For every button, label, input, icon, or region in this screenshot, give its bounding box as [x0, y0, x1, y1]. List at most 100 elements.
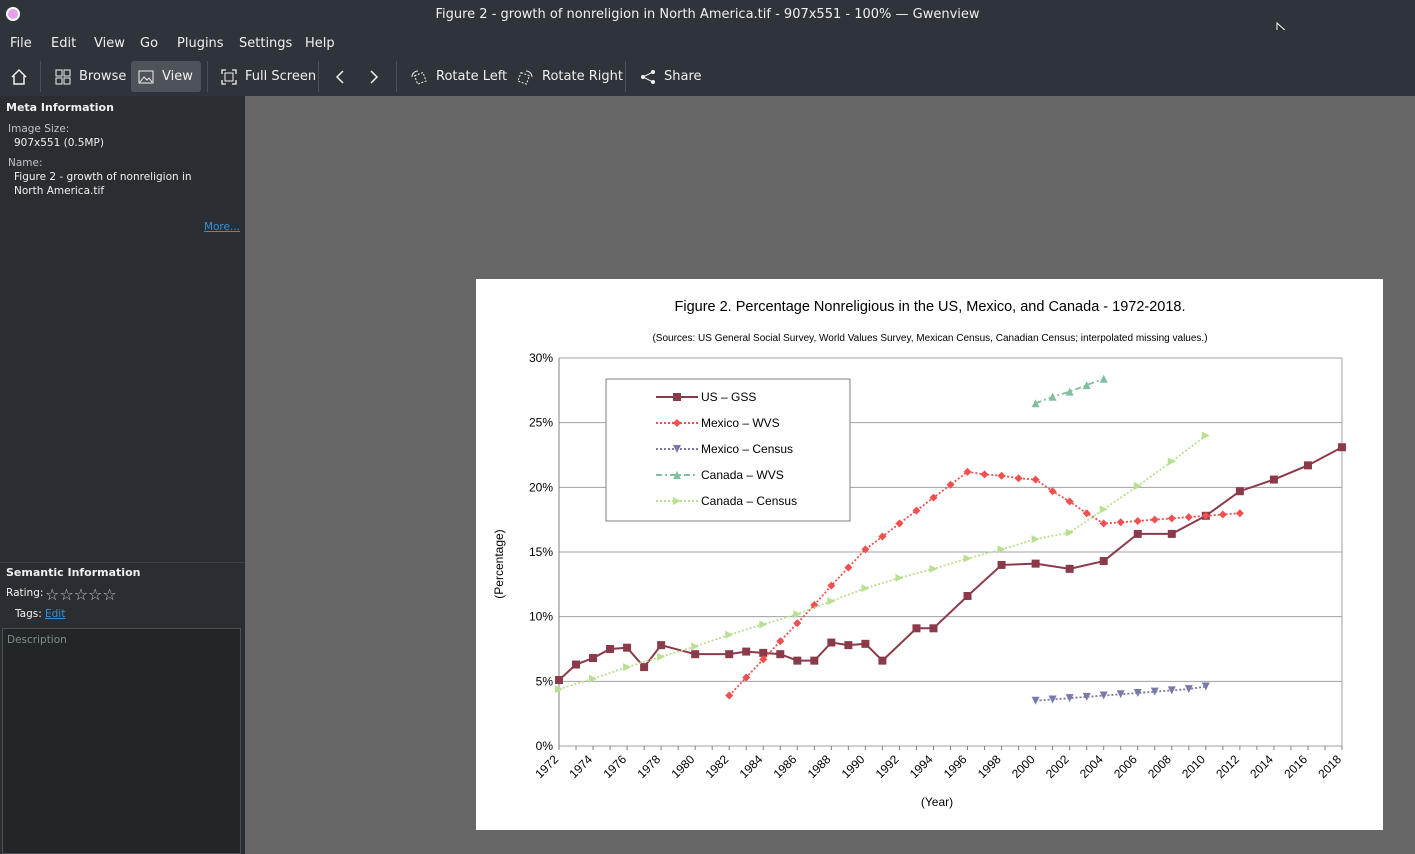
data-point [1133, 688, 1142, 697]
data-point [1065, 497, 1074, 506]
series-1 [725, 467, 1244, 700]
x-axis-label: (Year) [921, 795, 953, 809]
data-point [878, 656, 887, 665]
rotate-left-icon [411, 70, 427, 85]
data-point [1269, 475, 1278, 484]
x-tick-label: 2012 [1213, 752, 1242, 781]
star-icon[interactable]: ☆ [102, 585, 117, 604]
x-tick-label: 1990 [839, 752, 868, 781]
full-screen-button[interactable]: Full Screen [214, 61, 323, 92]
data-point [1338, 443, 1346, 452]
menu-plugins[interactable]: Plugins [177, 36, 224, 51]
data-point [912, 506, 921, 515]
data-point [1099, 374, 1108, 383]
data-point [844, 641, 853, 650]
more-link[interactable]: More... [203, 221, 240, 233]
data-point [1082, 692, 1091, 701]
share-label: Share [664, 69, 702, 84]
data-point [742, 647, 751, 656]
data-point [1235, 487, 1244, 496]
chevron-right-icon [370, 69, 379, 84]
name-label: Name: [8, 157, 43, 169]
main-toolbar: Browse View Full Screen Rotate Left Rota… [0, 57, 1415, 96]
x-tick-label: 2016 [1281, 752, 1310, 781]
gwenview-app-icon[interactable] [6, 7, 20, 21]
data-point [1065, 694, 1074, 703]
next-button[interactable] [360, 61, 388, 92]
menu-settings[interactable]: Settings [239, 36, 293, 51]
legend-marker [673, 393, 681, 401]
chart-title: Figure 2. Percentage Nonreligious in the… [674, 299, 1185, 315]
data-point [793, 610, 802, 619]
menu-view[interactable]: View [94, 36, 125, 51]
rating-stars[interactable]: ☆☆☆☆☆ [45, 585, 117, 604]
y-tick-label: 15% [529, 545, 553, 559]
x-tick-label: 1986 [771, 752, 800, 781]
star-icon[interactable]: ☆ [88, 585, 103, 604]
data-point [623, 643, 632, 652]
star-icon[interactable]: ☆ [45, 585, 60, 604]
x-tick-label: 1984 [737, 752, 766, 781]
data-point [963, 467, 972, 476]
data-point [1031, 559, 1040, 568]
legend-label: Mexico – Census [701, 442, 793, 456]
data-point [929, 624, 938, 633]
nonreligion-chart: Figure 2. Percentage Nonreligious in the… [492, 299, 1346, 809]
legend-marker [673, 471, 681, 479]
data-point [861, 639, 870, 648]
data-point [1303, 461, 1312, 470]
y-tick-label: 25% [529, 416, 553, 430]
x-tick-label: 1994 [907, 752, 936, 781]
data-point [793, 619, 802, 628]
data-point [810, 601, 819, 610]
menu-bar: File Edit View Go Plugins Settings Help [0, 30, 1415, 57]
data-point [861, 545, 870, 554]
share-icon [641, 69, 655, 84]
data-point [1065, 564, 1074, 573]
data-point [759, 620, 768, 629]
series-2 [1031, 682, 1210, 705]
data-point [1048, 695, 1057, 704]
data-point [997, 545, 1006, 554]
data-point [861, 584, 870, 593]
data-point [1031, 535, 1040, 544]
rotate-right-icon [517, 70, 533, 85]
chart-series [555, 374, 1346, 705]
rotate-left-label: Rotate Left [436, 69, 508, 84]
tags-edit-link[interactable]: Edit [45, 608, 66, 620]
data-point [1082, 381, 1091, 390]
y-tick-label: 30% [529, 351, 553, 365]
x-tick-label: 1974 [566, 752, 595, 781]
view-label: View [162, 69, 193, 84]
browse-label: Browse [79, 69, 127, 84]
star-icon[interactable]: ☆ [59, 585, 74, 604]
data-point [1099, 505, 1108, 514]
data-point [1099, 691, 1108, 700]
menu-help[interactable]: Help [305, 36, 335, 51]
rotate-left-button[interactable]: Rotate Left [403, 61, 514, 92]
x-tick-label: 2004 [1077, 752, 1106, 781]
data-point [1201, 511, 1210, 520]
view-button[interactable]: View [131, 61, 201, 92]
menu-edit[interactable]: Edit [51, 36, 77, 51]
series-line [1035, 377, 1105, 405]
menu-file[interactable]: File [10, 36, 32, 51]
data-point [929, 493, 938, 502]
browse-button[interactable]: Browse [48, 61, 133, 92]
data-point [929, 564, 938, 573]
home-button[interactable] [3, 61, 35, 92]
rotate-right-button[interactable]: Rotate Right [509, 61, 630, 92]
window-title: Figure 2 - growth of nonreligion in Nort… [435, 7, 980, 22]
image-viewer[interactable]: Figure 2. Percentage Nonreligious in the… [245, 96, 1415, 854]
semantic-information-header: Semantic Information [6, 566, 141, 579]
data-point [1099, 557, 1108, 566]
data-point [1065, 387, 1074, 396]
menu-go[interactable]: Go [140, 36, 159, 51]
data-point [963, 591, 972, 600]
description-field[interactable]: Description [2, 628, 241, 854]
previous-button[interactable] [326, 61, 354, 92]
data-point [1218, 510, 1227, 519]
star-icon[interactable]: ☆ [73, 585, 89, 604]
data-point [742, 673, 751, 682]
share-button[interactable]: Share [633, 61, 709, 92]
